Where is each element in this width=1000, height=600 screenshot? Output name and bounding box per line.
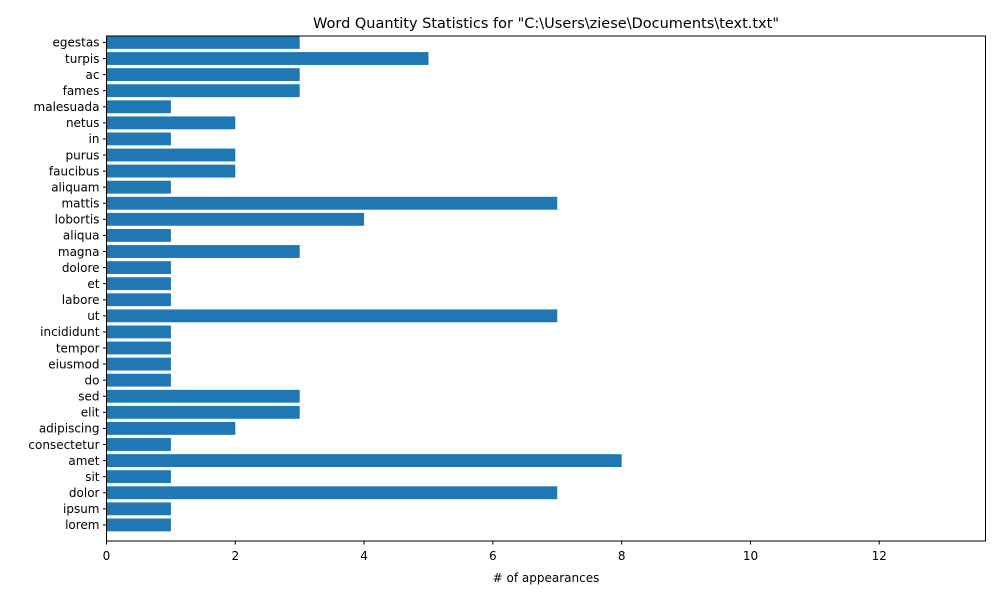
y-tick-label: turpis	[65, 52, 99, 66]
y-tick-label: eiusmod	[48, 357, 99, 371]
y-tick-label: ut	[87, 309, 100, 323]
y-tick-label: aliquam	[51, 180, 99, 194]
bar-magna	[106, 245, 300, 258]
bar-incididunt	[106, 325, 171, 339]
y-tick-label: sed	[78, 390, 99, 404]
bar-malesuada	[106, 100, 171, 114]
y-tick-labels: lorem ipsum dolor sit amet consectetur adipisc…	[28, 36, 107, 532]
axes-frame	[106, 35, 986, 542]
y-tick-label: incididunt	[40, 325, 100, 339]
bar-sit	[106, 470, 171, 484]
bars-group	[106, 36, 622, 532]
bar-consectetur	[106, 438, 171, 451]
bar-aliqua	[106, 228, 171, 242]
x-tick-label: 10	[743, 549, 758, 563]
y-tick-label: lorem	[65, 518, 99, 532]
y-tick-label: amet	[68, 454, 99, 468]
x-tick-label: 4	[360, 549, 368, 563]
bar-amet	[106, 454, 622, 468]
bar-lobortis	[106, 212, 365, 226]
y-tick-label: netus	[66, 116, 100, 130]
bar-ac	[106, 68, 300, 82]
bar-et	[106, 277, 171, 291]
bar-elit	[106, 405, 300, 419]
x-tick-label: 0	[103, 549, 111, 563]
x-ticks: 0 2 4 6 8 10 12	[103, 541, 887, 563]
y-tick-label: adipiscing	[39, 422, 100, 436]
bar-ut	[106, 309, 558, 323]
bar-do	[106, 373, 171, 387]
bar-turpis	[106, 52, 429, 65]
y-tick-label: elit	[81, 406, 100, 420]
bar-dolor	[106, 486, 558, 500]
y-tick-label: do	[85, 373, 100, 387]
bar-tempor	[106, 341, 171, 355]
bar-labore	[106, 293, 171, 307]
y-tick-label: faucibus	[49, 164, 100, 178]
y-tick-label: in	[89, 132, 100, 146]
y-tick-label: tempor	[56, 341, 100, 355]
x-axis-title: # of appearances	[493, 571, 600, 585]
y-tick-label: egestas	[53, 36, 100, 50]
y-tick-label: aliqua	[63, 229, 100, 243]
bar-eiusmod	[106, 357, 171, 371]
y-tick-label: sit	[85, 470, 100, 484]
y-tick-label: ac	[86, 68, 100, 82]
bar-in	[106, 132, 171, 146]
y-tick-label: magna	[58, 245, 100, 259]
y-tick-label: labore	[62, 293, 100, 307]
y-tick-label: fames	[63, 84, 100, 98]
bar-faucibus	[106, 164, 236, 178]
y-tick-label: dolore	[62, 261, 100, 275]
chart-title: Word Quantity Statistics for "C:\Users\z…	[313, 16, 779, 32]
plot-border	[106, 35, 986, 542]
bar-sed	[106, 389, 300, 403]
bar-dolore	[106, 261, 171, 275]
bar-fames	[106, 84, 300, 98]
bar-adipiscing	[106, 421, 236, 435]
x-tick-label: 6	[489, 549, 497, 563]
bar-mattis	[106, 196, 558, 210]
bar-netus	[106, 116, 236, 130]
y-tick-label: dolor	[69, 486, 100, 500]
bar-ipsum	[106, 502, 171, 516]
y-tick-label: mattis	[61, 197, 99, 211]
y-tick-label: consectetur	[28, 438, 99, 452]
y-tick-label: ipsum	[63, 502, 100, 516]
y-tick-label: et	[87, 277, 99, 291]
x-tick-label: 2	[231, 549, 239, 563]
x-tick-label: 8	[618, 549, 626, 563]
bar-lorem	[106, 518, 171, 532]
y-tick-label: purus	[65, 148, 99, 162]
bar-aliquam	[106, 180, 171, 194]
y-tick-label: malesuada	[34, 100, 100, 114]
x-tick-label: 12	[872, 549, 887, 563]
bar-purus	[106, 148, 236, 162]
y-tick-label: lobortis	[55, 213, 100, 227]
bar-egestas	[106, 36, 300, 49]
